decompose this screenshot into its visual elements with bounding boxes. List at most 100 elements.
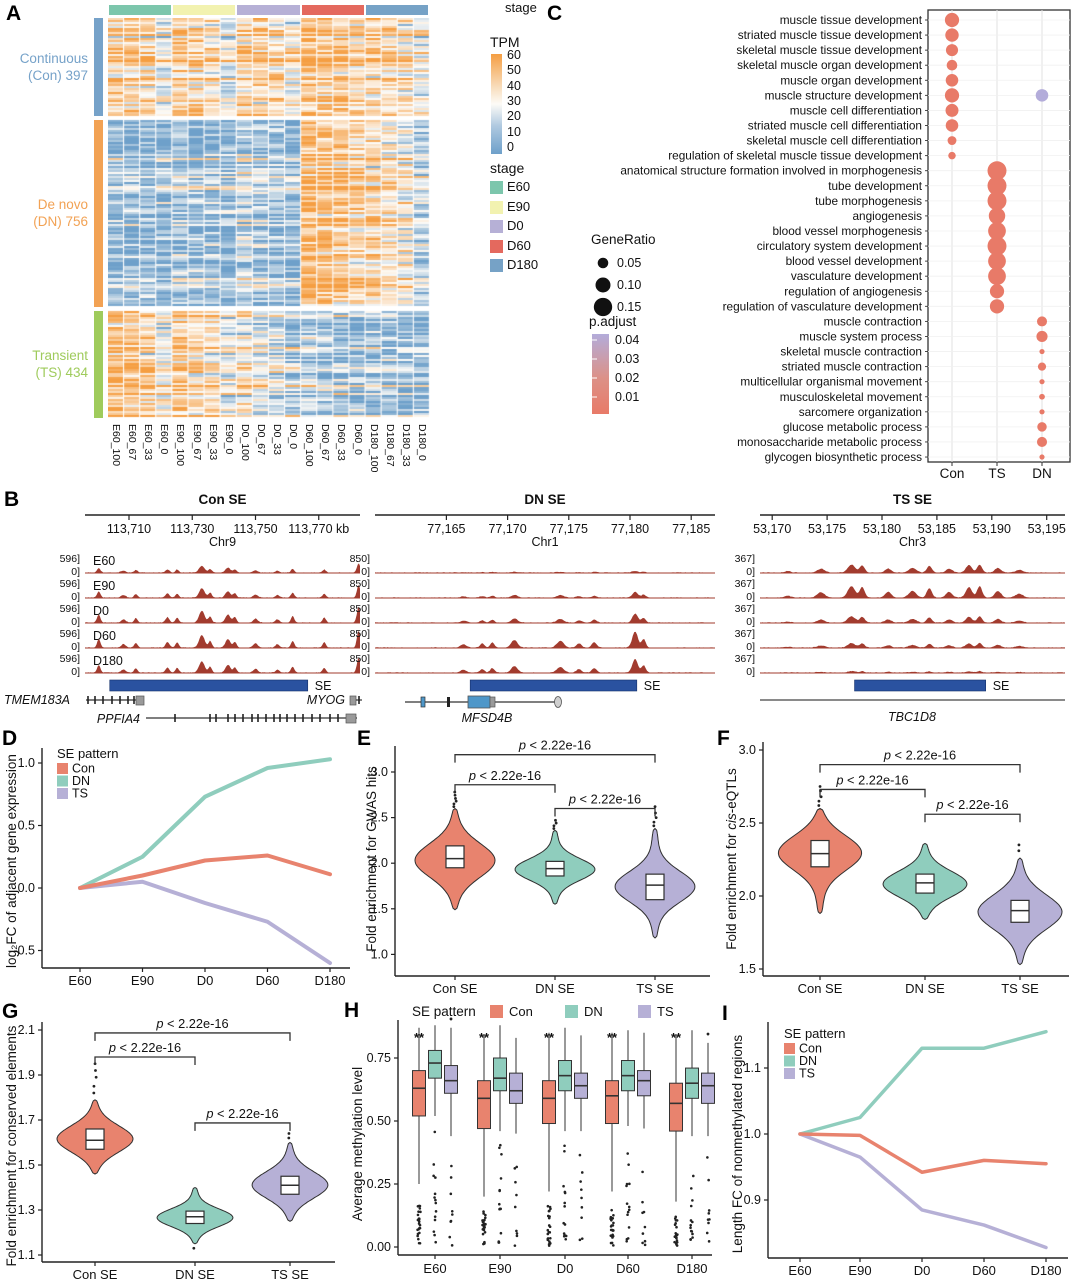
track-scale-max: 596] xyxy=(60,553,81,565)
go-dot xyxy=(944,12,960,28)
go-dot xyxy=(988,207,1006,225)
outlier-dot xyxy=(612,1244,615,1247)
go-dot xyxy=(948,151,956,160)
go-dot xyxy=(1039,348,1045,355)
coord-tick-label: 113,730 xyxy=(170,522,214,536)
track-scale-zero: 0] xyxy=(71,616,80,628)
pvalue-bracket xyxy=(194,1122,291,1131)
outlier-dot xyxy=(92,1084,96,1088)
chipseq-signal xyxy=(760,564,1065,573)
outlier-dot xyxy=(641,1170,644,1174)
chipseq-signal xyxy=(85,563,360,573)
track-scale-max: 596] xyxy=(60,578,81,590)
coord-tick-label: 53,185 xyxy=(918,522,956,536)
track-scale-max: 850] xyxy=(350,628,371,640)
legend-swatch-DN xyxy=(784,1055,795,1067)
outlier-dot xyxy=(627,1208,631,1212)
go-dot xyxy=(945,74,959,87)
heatmap-column-label: D0_100 xyxy=(238,424,251,461)
outlier-dot xyxy=(707,1212,711,1215)
outlier-dot xyxy=(654,816,658,819)
go-dot xyxy=(945,28,959,42)
go-term-label: skeletal muscle tissue development xyxy=(736,43,922,57)
outlier-dot xyxy=(609,1215,613,1219)
violin-box xyxy=(645,873,665,901)
stage-legend-swatch-E60 xyxy=(490,181,503,194)
panel-label-h: H xyxy=(344,999,360,1022)
significance-stars: ** xyxy=(607,1030,618,1045)
outlier-dot xyxy=(432,1174,435,1178)
outlier-dot xyxy=(626,1213,629,1217)
browser-title: Con SE xyxy=(198,492,246,507)
x-tick-label: DN SE xyxy=(175,1267,215,1280)
outlier-dot xyxy=(546,1228,550,1232)
track-scale-max: 596] xyxy=(60,628,81,640)
stage-annotation-header: stage xyxy=(505,0,537,15)
pvalue-label: p < 2.22e-16 xyxy=(835,772,908,787)
outlier-dot xyxy=(689,1219,693,1222)
padjust-colorbar xyxy=(592,334,609,414)
gene-utr-box xyxy=(345,713,357,724)
outlier-dot xyxy=(481,1223,484,1227)
padjust-tick-label: 0.02 xyxy=(615,371,639,385)
outlier-dot xyxy=(417,1210,420,1213)
outlier-dot xyxy=(818,785,822,788)
tpm-tick-label: 10 xyxy=(507,124,521,139)
outlier-dot xyxy=(515,1234,519,1238)
outlier-dot xyxy=(418,1226,422,1230)
outlier-dot xyxy=(92,1091,96,1095)
outlier-dot xyxy=(450,1244,454,1247)
coord-tick-label: 53,180 xyxy=(863,522,901,536)
heatmap-column-label: D180_0 xyxy=(415,424,428,461)
row-group-label-dn: De novo (DN) 756 xyxy=(0,196,88,230)
significance-stars: ** xyxy=(414,1030,425,1045)
gene-name: PPFIA4 xyxy=(97,712,140,726)
outlier-dot xyxy=(706,1032,710,1036)
outlier-dot xyxy=(418,1204,422,1208)
outlier-dot xyxy=(554,818,557,822)
x-tick-label: TS SE xyxy=(1001,981,1039,996)
track-scale-max: 850] xyxy=(350,578,371,590)
track-scale-zero: 0] xyxy=(71,641,80,653)
heatmap-column-label: D180_33 xyxy=(399,424,412,467)
chromosome-label: Chr1 xyxy=(531,535,558,549)
x-tick-label: E60 xyxy=(423,1261,446,1276)
row-group-label-con: Continuous (Con) 397 xyxy=(0,50,88,84)
go-term-label: striated muscle tissue development xyxy=(738,28,923,42)
y-tick-label: 3.0 xyxy=(371,765,388,779)
heatmap-column-label: D0_0 xyxy=(287,424,300,450)
y-tick-label: 1.7 xyxy=(18,1113,35,1127)
panel-h-boxplots: 0.00 0.25 0.50 0.75 SE pattern Con DN TS E60 ** E9… xyxy=(367,1004,715,1276)
go-dot xyxy=(1036,316,1048,327)
outlier-dot xyxy=(434,1240,438,1244)
outlier-dot xyxy=(689,1223,692,1227)
gene-name: TMEM183A xyxy=(4,693,70,707)
pvalue-bracket xyxy=(94,1056,196,1065)
outlier-dot xyxy=(563,1201,567,1205)
pvalue-label: p < 2.22e-16 xyxy=(108,1040,181,1055)
outlier-dot xyxy=(498,1146,501,1150)
track-stage-label: D60 xyxy=(93,629,116,643)
outlier-dot xyxy=(418,1241,422,1245)
y-tick-label: 1.1 xyxy=(744,1061,761,1075)
heatmap-column-label: E90_100 xyxy=(174,424,187,467)
outlier-dot xyxy=(454,797,457,800)
legend-label: TS xyxy=(799,1067,815,1081)
track-scale-zero: 0] xyxy=(746,616,755,628)
track-scale-max: 850] xyxy=(350,603,371,615)
outlier-dot xyxy=(643,1239,647,1243)
x-tick-label: TS SE xyxy=(636,981,674,996)
gene-utr-box xyxy=(135,695,145,706)
significance-stars: ** xyxy=(479,1030,490,1045)
panel-label-a: A xyxy=(6,2,22,25)
outlier-dot xyxy=(563,1149,566,1153)
outlier-dot xyxy=(416,1213,420,1217)
exon-box xyxy=(467,695,491,709)
track-stage-label: E60 xyxy=(93,554,115,568)
outlier-dot xyxy=(580,1171,584,1174)
x-tick-label: DN SE xyxy=(535,981,575,996)
go-term-label: skeletal muscle contraction xyxy=(780,345,922,359)
go-term-label: blood vessel morphogenesis xyxy=(772,224,922,238)
outlier-dot xyxy=(433,1233,436,1237)
